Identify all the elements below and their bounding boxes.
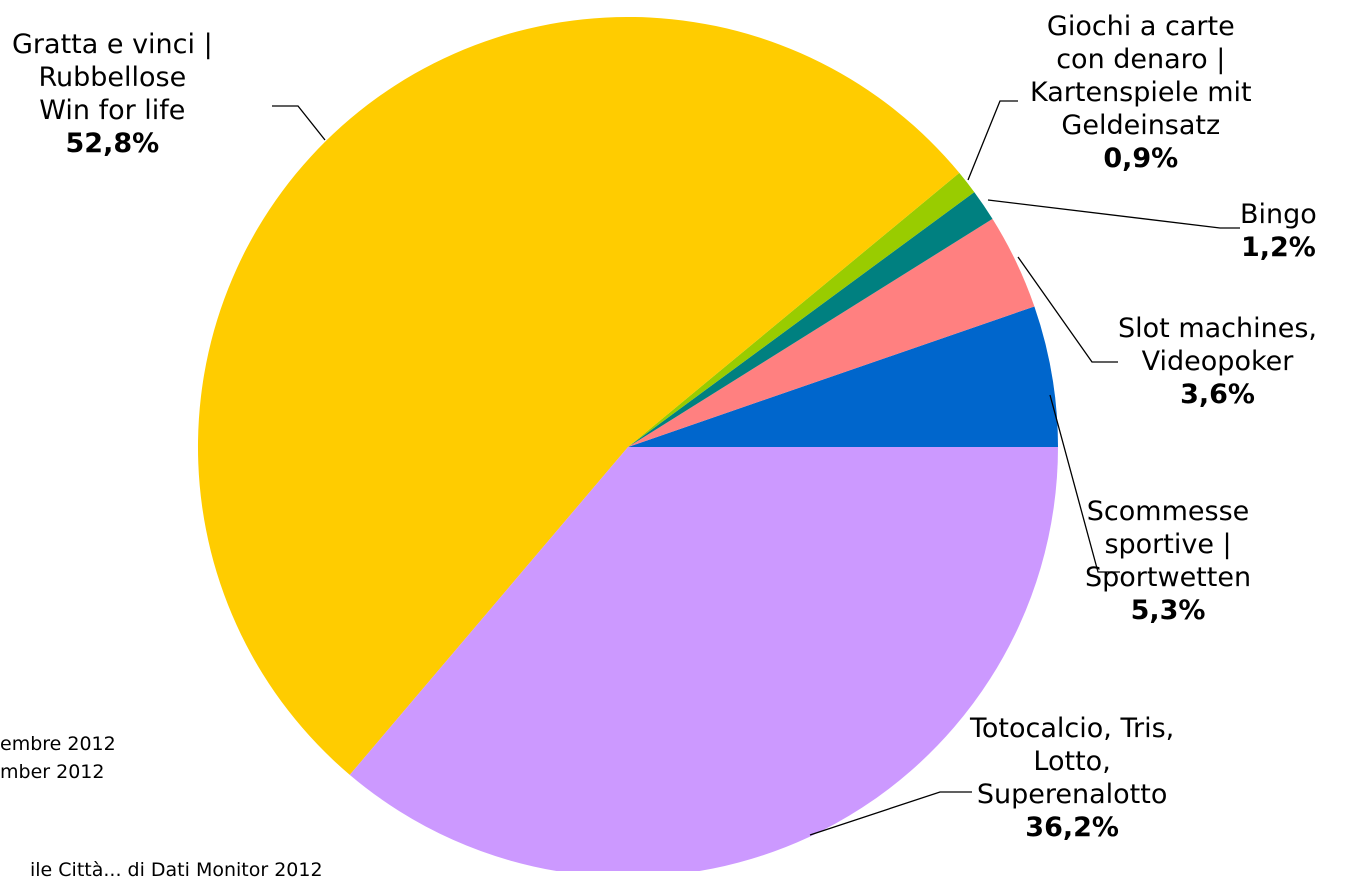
label-slot-machines: Slot machines, Videopoker 3,6% — [1118, 313, 1318, 410]
pie-slice-card-games — [628, 172, 975, 447]
side-note-2: mber 2012 — [0, 761, 105, 783]
label-bingo: Bingo 1,2% — [1240, 199, 1317, 263]
pie-slice-scratch-cards — [197, 16, 960, 775]
leader-line-lotto — [809, 791, 972, 836]
pie-slice-slot-machines — [628, 218, 1035, 447]
label-lotto: Totocalcio, Tris, Lotto, Superenalotto 3… — [970, 713, 1175, 843]
pie-slice-sports-betting — [628, 306, 1058, 447]
leader-line-bingo — [987, 199, 1240, 229]
leader-line-slot-machines — [1017, 256, 1118, 363]
source-fragment: ile Città... di Dati Monitor 2012 — [30, 859, 323, 881]
leader-line-card-games — [967, 100, 1018, 181]
side-note-1: embre 2012 — [0, 733, 116, 755]
leader-line-scratch-cards — [272, 105, 326, 141]
pie-slice-bingo — [628, 192, 993, 447]
label-card-games: Giochi a carte con denaro | Kartenspiele… — [1030, 11, 1252, 174]
label-scratch-cards: Gratta e vinci | Rubbellose Win for life… — [12, 29, 213, 159]
pie-slice-lotto — [349, 447, 1058, 871]
leader-line-sports-betting — [1049, 394, 1120, 573]
label-sports-betting: Scommesse sportive | Sportwetten 5,3% — [1085, 496, 1252, 626]
